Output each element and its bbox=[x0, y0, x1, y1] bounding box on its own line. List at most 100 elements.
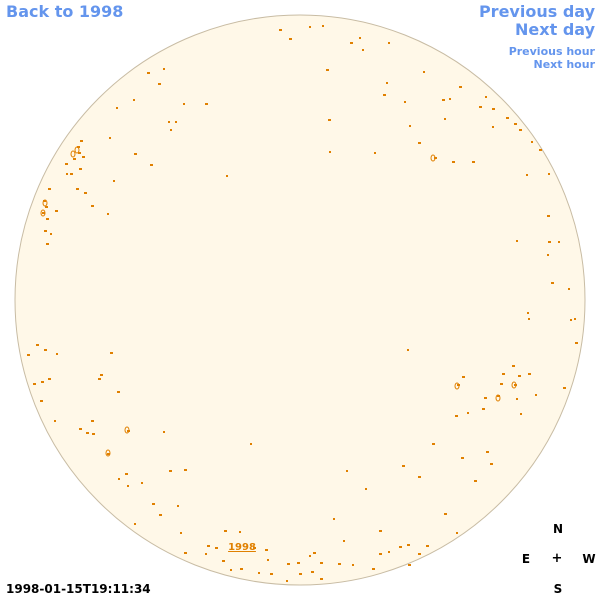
previous-hour-link[interactable]: Previous hour bbox=[508, 45, 595, 58]
compass-north: N bbox=[552, 522, 564, 536]
sky-mark bbox=[141, 482, 143, 484]
sky-mark bbox=[159, 514, 162, 516]
sky-mark bbox=[479, 106, 482, 108]
sky-mark bbox=[116, 107, 118, 109]
sky-mark bbox=[386, 82, 388, 84]
sky-mark bbox=[70, 173, 73, 175]
sky-ring-mark bbox=[495, 394, 501, 402]
sky-mark bbox=[56, 353, 58, 355]
sky-mark bbox=[563, 387, 566, 389]
sky-mark bbox=[289, 38, 292, 40]
sky-mark bbox=[338, 563, 341, 565]
sky-mark bbox=[230, 569, 232, 571]
sky-mark bbox=[518, 375, 521, 377]
sky-mark bbox=[152, 503, 155, 505]
sky-mark bbox=[133, 99, 135, 101]
sky-mark bbox=[449, 98, 451, 100]
sky-mark bbox=[207, 545, 210, 547]
sky-mark bbox=[33, 383, 36, 385]
sky-mark bbox=[313, 552, 316, 554]
sky-mark bbox=[240, 568, 243, 570]
sky-mark bbox=[48, 378, 51, 380]
sky-ring-mark bbox=[124, 426, 130, 434]
sky-mark bbox=[372, 568, 375, 570]
sky-mark bbox=[329, 151, 331, 153]
sky-mark bbox=[520, 413, 522, 415]
sky-mark bbox=[107, 213, 109, 215]
sky-mark bbox=[78, 152, 81, 154]
sky-mark bbox=[432, 443, 435, 445]
sky-ring-mark bbox=[42, 199, 48, 207]
sky-mark bbox=[91, 420, 94, 422]
sky-mark bbox=[43, 200, 46, 202]
sky-mark bbox=[163, 68, 165, 70]
sky-ring-mark bbox=[74, 146, 80, 154]
back-to-year-link[interactable]: Back to 1998 bbox=[6, 2, 124, 21]
sky-mark bbox=[407, 544, 410, 546]
sky-mark bbox=[388, 42, 390, 44]
sky-mark bbox=[73, 158, 76, 160]
sky-mark bbox=[486, 451, 489, 453]
sky-marks bbox=[27, 25, 578, 582]
sky-mark bbox=[527, 312, 529, 314]
sky-mark bbox=[320, 578, 323, 580]
sky-mark bbox=[158, 83, 161, 85]
sky-mark bbox=[461, 457, 464, 459]
sky-mark bbox=[109, 137, 111, 139]
sky-mark bbox=[98, 378, 101, 380]
sky-mark bbox=[548, 241, 551, 243]
sky-mark bbox=[506, 117, 509, 119]
next-day-link[interactable]: Next day bbox=[515, 20, 595, 39]
sky-mark bbox=[183, 103, 185, 105]
sky-mark bbox=[169, 470, 172, 472]
sky-mark bbox=[79, 168, 82, 170]
next-hour-link[interactable]: Next hour bbox=[533, 58, 596, 71]
sky-mark bbox=[547, 254, 549, 256]
sky-mark bbox=[423, 71, 425, 73]
sky-mark bbox=[531, 141, 533, 143]
sky-mark bbox=[474, 480, 477, 482]
sky-mark bbox=[224, 530, 227, 532]
sky-mark bbox=[551, 282, 554, 284]
sky-mark bbox=[44, 230, 47, 232]
sky-mark bbox=[80, 140, 83, 142]
sky-mark bbox=[134, 153, 137, 155]
sky-mark bbox=[472, 161, 475, 163]
year-marker[interactable]: 1998 bbox=[228, 542, 256, 553]
sky-mark bbox=[45, 206, 48, 208]
sky-mark bbox=[250, 443, 252, 445]
sky-mark bbox=[362, 49, 364, 51]
year-marker-link[interactable]: 1998 bbox=[228, 542, 256, 553]
sky-mark bbox=[113, 180, 115, 182]
sky-mark bbox=[91, 205, 94, 207]
sky-mark bbox=[65, 163, 68, 165]
sky-mark bbox=[575, 342, 578, 344]
sky-ring-mark bbox=[40, 209, 46, 217]
sky-mark bbox=[547, 215, 550, 217]
sky-ring-mark bbox=[430, 154, 436, 162]
sky-mark bbox=[418, 553, 421, 555]
compass-center: + bbox=[551, 551, 563, 566]
sky-mark bbox=[270, 573, 273, 575]
previous-day-link[interactable]: Previous day bbox=[478, 2, 595, 21]
sky-mark bbox=[359, 37, 361, 39]
sky-mark bbox=[484, 397, 487, 399]
sky-mark bbox=[134, 523, 136, 525]
sky-mark bbox=[184, 552, 187, 554]
sky-mark bbox=[299, 573, 302, 575]
sky-mark bbox=[516, 240, 518, 242]
sky-mark bbox=[168, 121, 170, 123]
sky-mark bbox=[50, 233, 52, 235]
sky-mark bbox=[287, 563, 290, 565]
sky-mark bbox=[497, 395, 500, 397]
sky-mark bbox=[459, 86, 462, 88]
sky-mark bbox=[180, 532, 182, 534]
sky-mark bbox=[558, 241, 560, 243]
sky-mark bbox=[352, 564, 354, 566]
sky-mark bbox=[279, 29, 282, 31]
sky-mark bbox=[485, 96, 487, 98]
sky-mark bbox=[118, 478, 120, 480]
sky-mark bbox=[84, 192, 87, 194]
sky-mark bbox=[92, 433, 95, 435]
